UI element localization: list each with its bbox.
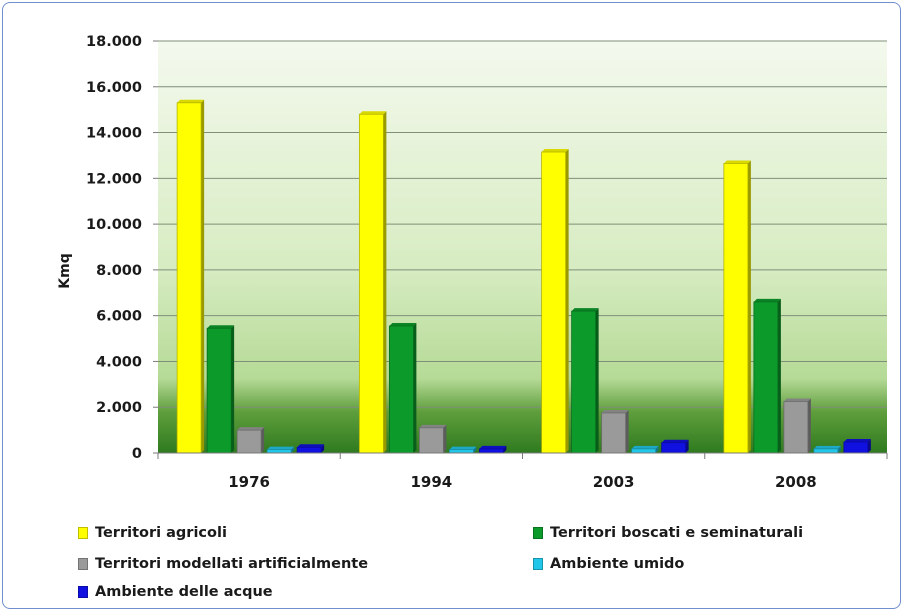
bar-side bbox=[747, 160, 751, 453]
bar bbox=[723, 163, 749, 454]
x-axis-categories: 1976 1994 2003 2008 bbox=[157, 453, 888, 491]
bar-side bbox=[473, 446, 477, 453]
bar bbox=[296, 446, 322, 454]
y-tick-label: 14.000 bbox=[86, 126, 142, 142]
x-category-label: 2008 bbox=[775, 473, 817, 491]
bar-top bbox=[601, 409, 629, 413]
bar-top bbox=[177, 99, 205, 103]
bar-top bbox=[723, 160, 751, 164]
y-tick-label: 0 bbox=[132, 446, 142, 462]
y-tick-label: 2.000 bbox=[96, 400, 142, 416]
bar bbox=[388, 325, 414, 454]
x-category-label: 1994 bbox=[411, 473, 453, 491]
bar bbox=[783, 401, 809, 454]
bar-side bbox=[867, 439, 871, 453]
bar-top bbox=[449, 446, 477, 450]
bar-side bbox=[291, 446, 295, 453]
bar bbox=[478, 448, 504, 454]
bar-side bbox=[565, 149, 569, 453]
y-tick-label: 10.000 bbox=[86, 217, 142, 233]
bar-top bbox=[753, 298, 781, 302]
bar bbox=[176, 102, 202, 454]
bar-top bbox=[237, 427, 265, 431]
bar bbox=[631, 448, 657, 454]
bar bbox=[661, 442, 687, 454]
bar-side bbox=[383, 111, 387, 453]
bar-top bbox=[207, 325, 235, 329]
bar-top bbox=[267, 446, 295, 450]
bar-side bbox=[261, 427, 265, 453]
bar bbox=[541, 151, 567, 454]
bar-top bbox=[783, 398, 811, 402]
bar-top bbox=[419, 424, 447, 428]
y-axis-title: Kmq bbox=[57, 253, 73, 288]
bar bbox=[448, 449, 474, 454]
bar-side bbox=[837, 445, 841, 453]
bar-side bbox=[503, 445, 507, 453]
bar-side bbox=[595, 308, 599, 453]
bar-top bbox=[571, 308, 599, 312]
bar-side bbox=[777, 298, 781, 453]
bar-top bbox=[631, 445, 659, 449]
bar bbox=[571, 310, 597, 454]
bar-top bbox=[389, 322, 417, 326]
bar-top bbox=[843, 439, 871, 443]
bar-side bbox=[443, 424, 447, 453]
x-category-label: 1976 bbox=[228, 473, 270, 491]
bar-side bbox=[231, 325, 235, 453]
y-tick-label: 8.000 bbox=[96, 263, 142, 279]
bar bbox=[601, 412, 627, 454]
bar-side bbox=[201, 99, 205, 454]
bar-top bbox=[813, 445, 841, 449]
bar-side bbox=[685, 439, 689, 453]
y-tick-label: 12.000 bbox=[86, 171, 142, 187]
bar bbox=[843, 441, 869, 454]
bar bbox=[753, 301, 779, 454]
y-tick-label: 18.000 bbox=[86, 34, 142, 50]
bar bbox=[236, 429, 262, 454]
bar-side bbox=[413, 322, 417, 453]
x-category-label: 2003 bbox=[593, 473, 635, 491]
bar bbox=[358, 113, 384, 454]
y-tick-label: 4.000 bbox=[96, 354, 142, 370]
bar-top bbox=[661, 439, 689, 443]
bar-side bbox=[625, 409, 629, 453]
bar-top bbox=[541, 149, 569, 153]
bar-side bbox=[807, 398, 811, 453]
bar bbox=[418, 427, 444, 454]
bar-top bbox=[297, 444, 325, 448]
y-tick-label: 6.000 bbox=[96, 309, 142, 325]
y-axis-ticks: 0 2.000 4.000 6.000 8.000 10.000 12.000 14.000 1… bbox=[86, 34, 158, 462]
bar-top bbox=[359, 111, 387, 115]
bar bbox=[266, 449, 292, 454]
bar bbox=[813, 448, 839, 454]
y-tick-label: 16.000 bbox=[86, 80, 142, 96]
bar-side bbox=[655, 445, 659, 453]
bar bbox=[206, 327, 232, 454]
bar-side bbox=[321, 444, 325, 453]
bar-top bbox=[479, 445, 507, 449]
